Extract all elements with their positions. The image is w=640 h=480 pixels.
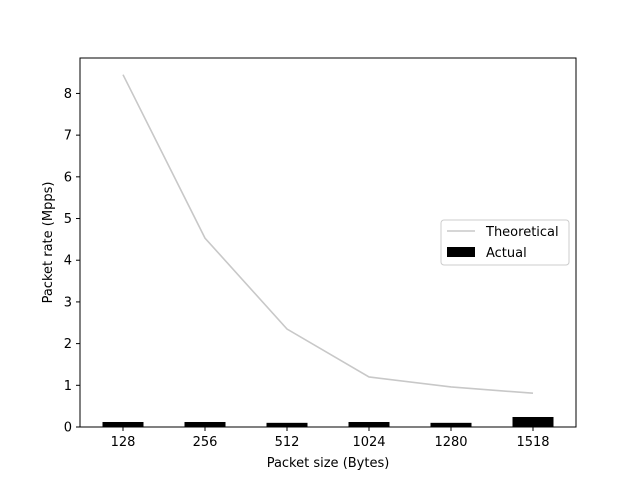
actual-bar-1280 <box>430 422 472 427</box>
legend-actual-swatch <box>447 247 475 257</box>
x-tick-label: 512 <box>275 435 300 450</box>
theoretical-line <box>122 74 534 395</box>
y-tick-label: 8 <box>64 87 72 102</box>
actual-bar-128 <box>102 421 144 427</box>
y-tick-label: 6 <box>64 170 72 185</box>
x-tick-label: 128 <box>111 435 136 450</box>
y-tick-label: 2 <box>64 337 72 352</box>
actual-bar-512 <box>266 422 308 427</box>
y-tick-label: 7 <box>64 129 72 144</box>
x-axis-label: Packet size (Bytes) <box>267 456 390 471</box>
legend-theoretical-label: Theoretical <box>485 225 559 240</box>
y-tick-label: 0 <box>64 421 72 436</box>
y-tick-label: 4 <box>64 254 72 269</box>
actual-bar-256 <box>184 421 226 427</box>
x-tick-label: 256 <box>193 435 218 450</box>
y-tick-label: 5 <box>64 212 72 227</box>
axes: 0 1 2 3 4 5 6 7 8 128 256 512 1024 1280 1518 <box>64 87 550 450</box>
x-tick-label: 1024 <box>352 435 385 450</box>
x-tick-label: 1518 <box>516 435 549 450</box>
y-tick-label: 1 <box>64 379 72 394</box>
actual-bar-1024 <box>348 421 390 427</box>
plot-area <box>102 74 554 427</box>
y-axis-label: Packet rate (Mpps) <box>41 182 56 304</box>
legend-actual-label: Actual <box>486 246 527 261</box>
actual-bar-1518 <box>512 416 554 427</box>
y-tick-label: 3 <box>64 295 72 310</box>
legend: Theoretical Actual <box>440 219 570 266</box>
plot-frame <box>79 57 577 428</box>
x-tick-label: 1280 <box>434 435 467 450</box>
